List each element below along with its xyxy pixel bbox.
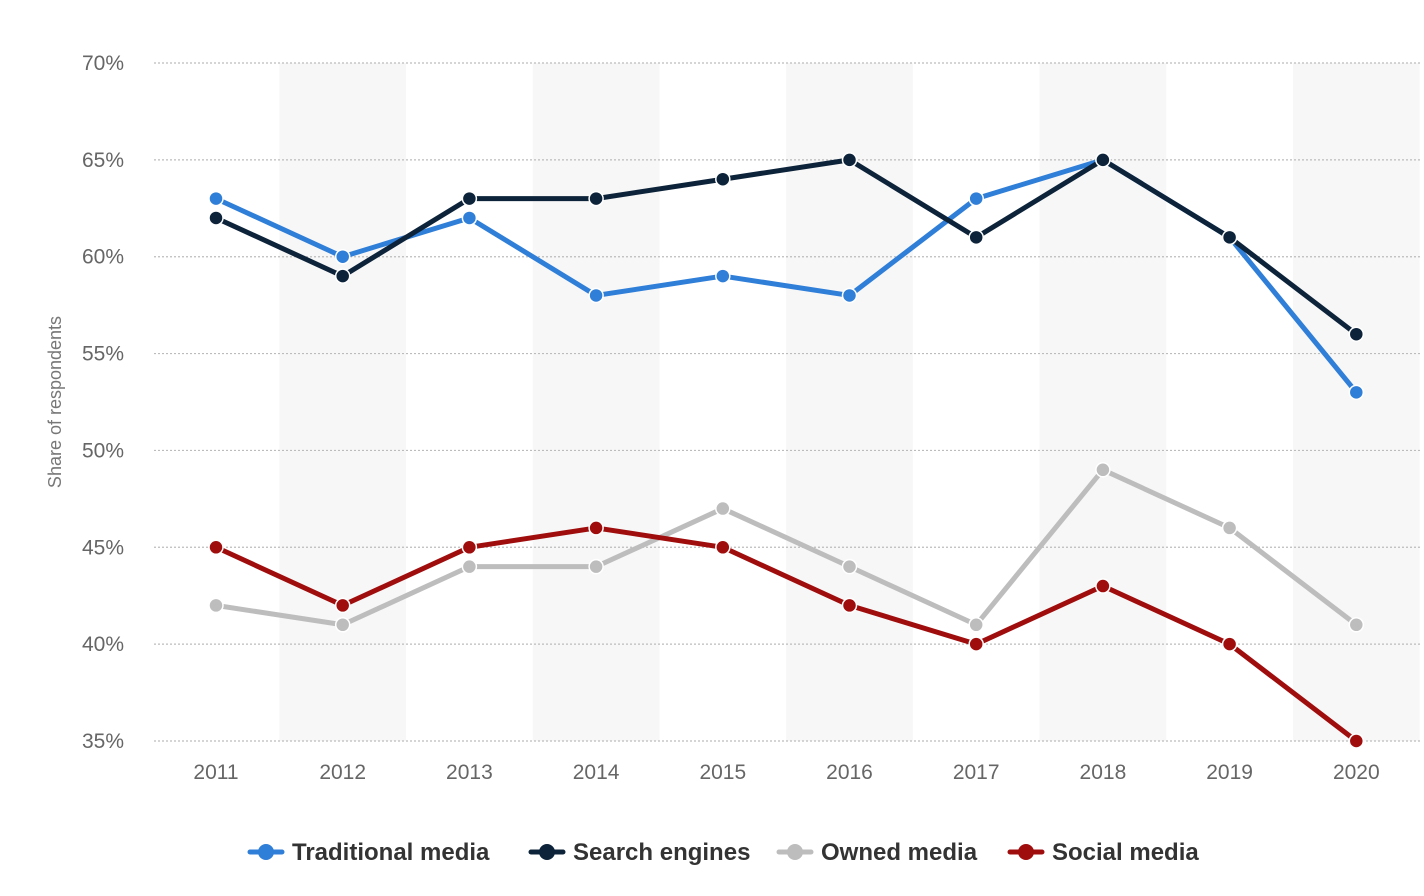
data-point[interactable]: [588, 190, 604, 207]
column-band: [279, 63, 407, 741]
data-point[interactable]: [715, 268, 731, 284]
column-band: [1292, 63, 1420, 741]
column-band: [1039, 63, 1167, 741]
data-point[interactable]: [968, 190, 984, 207]
data-point[interactable]: [1348, 384, 1365, 401]
data-point[interactable]: [334, 597, 351, 614]
data-point[interactable]: [461, 190, 478, 207]
x-tick-label: 2016: [826, 761, 873, 784]
data-point[interactable]: [841, 558, 858, 575]
column-band: [786, 63, 913, 741]
legend-item[interactable]: Search engines: [528, 839, 750, 866]
series-line: [213, 467, 1359, 628]
y-axis-label: Share of respondents: [45, 316, 65, 488]
data-point[interactable]: [1095, 462, 1111, 478]
data-point[interactable]: [208, 597, 224, 614]
y-tick-label: 65%: [82, 149, 124, 172]
x-tick-label: 2017: [953, 761, 1000, 784]
data-point[interactable]: [334, 268, 351, 284]
data-point[interactable]: [968, 636, 984, 652]
data-point[interactable]: [461, 539, 478, 556]
legend-item[interactable]: Social media: [1007, 839, 1199, 866]
data-point[interactable]: [1221, 520, 1238, 536]
data-point[interactable]: [715, 171, 731, 187]
series-line: [213, 525, 1359, 744]
legend-item[interactable]: Traditional media: [247, 839, 490, 866]
data-point[interactable]: [1348, 733, 1365, 749]
data-point[interactable]: [1221, 229, 1238, 246]
data-point[interactable]: [1348, 617, 1365, 633]
x-tick-label: 2015: [699, 761, 746, 784]
data-point[interactable]: [208, 539, 224, 556]
legend-label: Owned media: [821, 839, 978, 866]
series-owned-media: [208, 462, 1365, 633]
series-group: [208, 152, 1365, 749]
data-point[interactable]: [1348, 326, 1365, 342]
y-tick-label: 60%: [82, 246, 124, 269]
legend: Traditional media Search engines Owned med…: [247, 839, 1199, 866]
series-search-engines: [208, 152, 1365, 342]
x-tick-label: 2019: [1206, 761, 1253, 784]
data-point[interactable]: [461, 210, 478, 226]
x-tick-label: 2012: [319, 761, 366, 784]
data-point[interactable]: [1095, 152, 1111, 168]
series-line: [213, 157, 1359, 337]
y-tick-label: 35%: [82, 730, 124, 753]
y-axis-ticks: 70% 65% 60% 55% 50% 45% 40% 35%: [82, 52, 124, 753]
data-point[interactable]: [1095, 578, 1111, 594]
y-tick-label: 40%: [82, 633, 124, 656]
legend-label: Search engines: [573, 839, 750, 866]
data-point[interactable]: [968, 229, 984, 246]
legend-item[interactable]: Owned media: [776, 839, 978, 866]
legend-label: Social media: [1052, 839, 1199, 866]
data-point[interactable]: [334, 248, 351, 265]
data-point[interactable]: [461, 558, 478, 575]
y-tick-label: 50%: [82, 439, 124, 462]
y-tick-label: 45%: [82, 536, 124, 559]
data-point[interactable]: [841, 287, 858, 304]
x-tick-label: 2018: [1080, 761, 1127, 784]
data-point[interactable]: [841, 597, 858, 614]
data-point[interactable]: [1221, 636, 1238, 652]
x-tick-label: 2013: [446, 761, 493, 784]
series-social-media: [208, 520, 1365, 749]
column-band: [532, 63, 660, 741]
data-point[interactable]: [588, 287, 604, 304]
legend-swatch-marker: [258, 844, 274, 860]
data-point[interactable]: [588, 520, 604, 536]
gridlines: [154, 62, 1420, 742]
data-point[interactable]: [208, 210, 224, 226]
x-tick-label: 2020: [1333, 761, 1380, 784]
legend-label: Traditional media: [292, 839, 490, 866]
data-point[interactable]: [841, 152, 858, 168]
x-tick-label: 2011: [193, 761, 238, 784]
data-point[interactable]: [968, 617, 984, 633]
legend-swatch-marker: [539, 844, 555, 860]
data-point[interactable]: [208, 190, 224, 207]
data-point[interactable]: [715, 500, 731, 517]
y-tick-label: 70%: [82, 52, 124, 75]
legend-swatch-marker: [1018, 844, 1034, 860]
data-point[interactable]: [588, 558, 604, 575]
x-tick-label: 2014: [573, 761, 620, 784]
legend-swatch-marker: [787, 844, 803, 860]
x-axis-ticks: 2011 2012 2013 2014 2015 2016 2017 2018 2019 2020: [193, 761, 1379, 784]
data-point[interactable]: [715, 539, 731, 556]
y-tick-label: 55%: [82, 343, 124, 366]
data-point[interactable]: [334, 617, 351, 633]
